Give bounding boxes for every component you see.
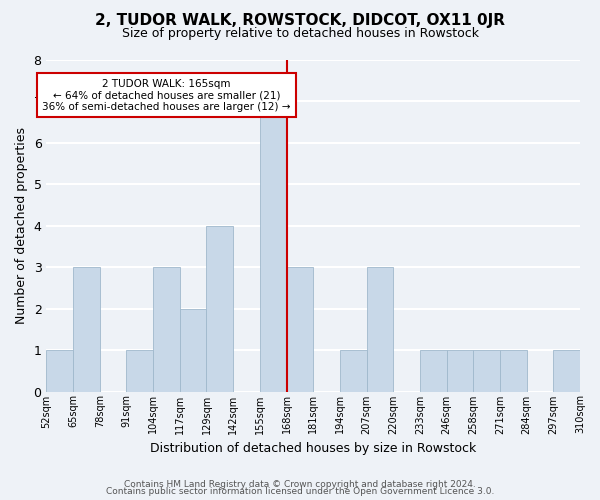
Text: Contains HM Land Registry data © Crown copyright and database right 2024.: Contains HM Land Registry data © Crown c… [124, 480, 476, 489]
Text: 2, TUDOR WALK, ROWSTOCK, DIDCOT, OX11 0JR: 2, TUDOR WALK, ROWSTOCK, DIDCOT, OX11 0J… [95, 12, 505, 28]
Bar [340, 350, 367, 392]
Bar [500, 350, 527, 392]
X-axis label: Distribution of detached houses by size in Rowstock: Distribution of detached houses by size … [150, 442, 476, 455]
Text: Size of property relative to detached houses in Rowstock: Size of property relative to detached ho… [121, 28, 479, 40]
Text: Contains public sector information licensed under the Open Government Licence 3.: Contains public sector information licen… [106, 488, 494, 496]
Bar [206, 226, 233, 392]
Bar [553, 350, 580, 392]
Bar [473, 350, 500, 392]
Text: 2 TUDOR WALK: 165sqm
← 64% of detached houses are smaller (21)
36% of semi-detac: 2 TUDOR WALK: 165sqm ← 64% of detached h… [42, 78, 291, 112]
Bar [420, 350, 446, 392]
Bar [127, 350, 153, 392]
Bar [260, 102, 287, 392]
Bar [73, 267, 100, 392]
Bar [287, 267, 313, 392]
Bar [446, 350, 473, 392]
Y-axis label: Number of detached properties: Number of detached properties [15, 128, 28, 324]
Bar [367, 267, 393, 392]
Bar [180, 308, 206, 392]
Bar [153, 267, 180, 392]
Bar [46, 350, 73, 392]
